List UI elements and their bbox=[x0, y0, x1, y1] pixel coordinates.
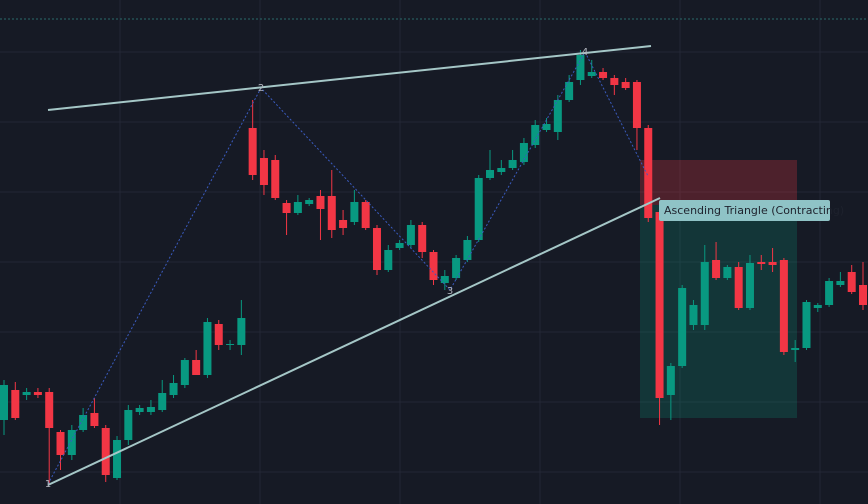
candles bbox=[0, 50, 867, 485]
body bbox=[757, 262, 766, 264]
body bbox=[79, 415, 88, 430]
body bbox=[180, 360, 189, 385]
body bbox=[474, 178, 483, 240]
body bbox=[859, 285, 867, 305]
body bbox=[610, 78, 619, 85]
body bbox=[350, 202, 359, 222]
body bbox=[90, 413, 99, 426]
body bbox=[67, 430, 76, 455]
body bbox=[158, 393, 167, 410]
body bbox=[531, 125, 540, 145]
annotation: Ascending Triangle (Contracting) bbox=[664, 204, 844, 217]
body bbox=[463, 240, 472, 260]
body bbox=[384, 250, 393, 270]
body bbox=[418, 225, 427, 252]
body bbox=[723, 267, 732, 278]
body bbox=[271, 160, 280, 198]
body bbox=[226, 344, 235, 345]
annotation-box bbox=[659, 200, 830, 221]
body bbox=[45, 392, 54, 428]
body bbox=[632, 82, 641, 128]
body bbox=[406, 225, 415, 245]
body bbox=[101, 428, 110, 475]
body bbox=[33, 392, 42, 395]
body bbox=[293, 202, 302, 213]
body bbox=[395, 243, 404, 248]
body bbox=[316, 196, 325, 209]
point-label: 1 bbox=[45, 479, 51, 490]
body bbox=[0, 385, 8, 420]
body bbox=[791, 348, 800, 350]
stop-zone bbox=[640, 160, 797, 205]
body bbox=[666, 366, 675, 395]
body bbox=[146, 407, 155, 412]
body bbox=[214, 324, 223, 345]
body bbox=[259, 158, 268, 185]
body bbox=[836, 281, 845, 285]
body bbox=[169, 383, 178, 395]
body bbox=[587, 72, 596, 76]
triangle-upper bbox=[47, 45, 652, 111]
body bbox=[237, 318, 246, 345]
body bbox=[192, 360, 201, 375]
body bbox=[689, 305, 698, 325]
body bbox=[497, 168, 506, 172]
body bbox=[700, 262, 709, 325]
point-label: 2 bbox=[258, 83, 264, 94]
body bbox=[542, 124, 551, 130]
body bbox=[452, 258, 461, 278]
body bbox=[248, 128, 257, 175]
target-zone bbox=[640, 205, 797, 418]
body bbox=[734, 267, 743, 308]
body bbox=[576, 55, 585, 80]
body bbox=[745, 263, 754, 308]
point-label: 3 bbox=[447, 286, 453, 297]
body bbox=[802, 302, 811, 348]
body bbox=[327, 196, 336, 230]
body bbox=[813, 305, 822, 308]
body bbox=[712, 260, 721, 278]
body bbox=[305, 200, 314, 204]
body bbox=[621, 82, 630, 88]
body bbox=[429, 252, 438, 280]
body bbox=[847, 272, 856, 292]
body bbox=[486, 170, 495, 178]
body bbox=[282, 203, 291, 213]
body bbox=[135, 408, 144, 412]
body bbox=[779, 260, 788, 352]
body bbox=[644, 128, 653, 218]
body bbox=[599, 72, 608, 78]
body bbox=[440, 276, 449, 283]
point-label: 4 bbox=[582, 47, 588, 58]
body bbox=[56, 432, 65, 455]
body bbox=[825, 281, 834, 305]
body bbox=[768, 262, 777, 265]
body bbox=[203, 322, 212, 375]
body bbox=[22, 392, 31, 395]
body bbox=[372, 228, 381, 270]
body bbox=[565, 82, 574, 100]
triangle-lower bbox=[47, 197, 661, 486]
body bbox=[124, 410, 133, 440]
body bbox=[11, 390, 20, 418]
body bbox=[508, 160, 517, 168]
body bbox=[553, 100, 562, 132]
body bbox=[678, 288, 687, 366]
body bbox=[655, 212, 664, 398]
body bbox=[519, 143, 528, 162]
body bbox=[113, 440, 122, 478]
body bbox=[339, 220, 348, 228]
body bbox=[361, 202, 370, 228]
